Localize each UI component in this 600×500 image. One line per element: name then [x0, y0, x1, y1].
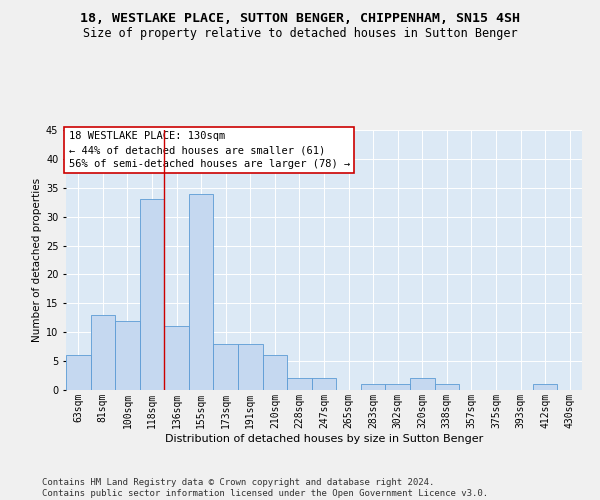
- Bar: [533, 384, 557, 390]
- Bar: [140, 200, 164, 390]
- Bar: [238, 344, 263, 390]
- Text: Contains HM Land Registry data © Crown copyright and database right 2024.
Contai: Contains HM Land Registry data © Crown c…: [42, 478, 488, 498]
- Y-axis label: Number of detached properties: Number of detached properties: [32, 178, 41, 342]
- Bar: [91, 315, 115, 390]
- Bar: [385, 384, 410, 390]
- Bar: [115, 320, 140, 390]
- Bar: [214, 344, 238, 390]
- Bar: [287, 378, 312, 390]
- Bar: [189, 194, 214, 390]
- Bar: [312, 378, 336, 390]
- Bar: [361, 384, 385, 390]
- Bar: [164, 326, 189, 390]
- Bar: [263, 356, 287, 390]
- Text: Size of property relative to detached houses in Sutton Benger: Size of property relative to detached ho…: [83, 28, 517, 40]
- X-axis label: Distribution of detached houses by size in Sutton Benger: Distribution of detached houses by size …: [165, 434, 483, 444]
- Text: 18 WESTLAKE PLACE: 130sqm
← 44% of detached houses are smaller (61)
56% of semi-: 18 WESTLAKE PLACE: 130sqm ← 44% of detac…: [68, 132, 350, 170]
- Bar: [410, 378, 434, 390]
- Bar: [66, 356, 91, 390]
- Bar: [434, 384, 459, 390]
- Text: 18, WESTLAKE PLACE, SUTTON BENGER, CHIPPENHAM, SN15 4SH: 18, WESTLAKE PLACE, SUTTON BENGER, CHIPP…: [80, 12, 520, 26]
